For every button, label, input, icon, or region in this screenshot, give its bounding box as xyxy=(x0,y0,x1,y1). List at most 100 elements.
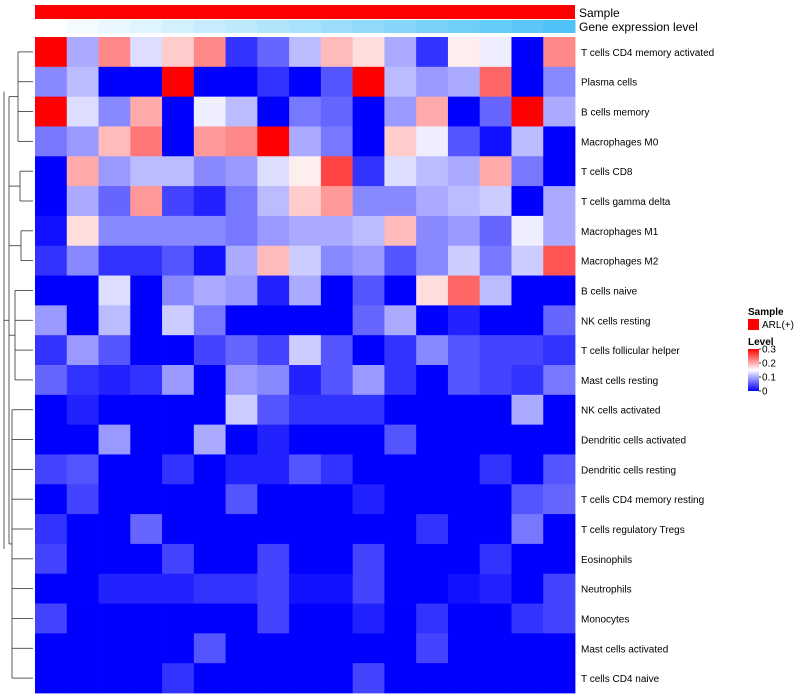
heatmap-cell xyxy=(162,484,195,515)
heatmap-cell xyxy=(384,305,417,336)
heatmap-cell xyxy=(35,394,68,426)
heatmap-cell xyxy=(66,275,99,306)
heatmap-cell xyxy=(193,484,226,515)
heatmap-cell xyxy=(225,573,258,604)
heatmap-cell xyxy=(479,215,512,247)
heatmap-cell xyxy=(162,66,195,98)
heatmap-cell xyxy=(98,275,131,306)
heatmap-cell xyxy=(543,215,576,247)
heatmap-cell xyxy=(543,633,576,664)
heatmap-cell xyxy=(225,66,258,98)
heatmap-cell xyxy=(130,573,163,604)
heatmap-cell xyxy=(543,365,576,396)
heatmap-cell xyxy=(416,424,449,455)
heatmap-cell xyxy=(130,186,163,217)
heatmap-cell xyxy=(162,394,195,426)
heatmap-cell xyxy=(193,633,226,664)
heatmap-cell xyxy=(511,514,544,545)
heatmap-cell xyxy=(384,66,417,98)
heatmap-cell xyxy=(416,245,449,276)
heatmap-cell xyxy=(130,484,163,515)
legend-level-colorbar xyxy=(748,349,759,391)
heatmap-cell xyxy=(193,126,226,157)
heatmap-cell xyxy=(416,454,449,485)
heatmap-cell xyxy=(352,275,385,306)
heatmap-cell xyxy=(130,543,163,575)
heatmap-cell xyxy=(35,663,68,694)
heatmap-cell xyxy=(543,66,576,98)
heatmap-cell xyxy=(479,275,512,306)
heatmap-cell xyxy=(98,603,131,634)
heatmap-cell xyxy=(543,394,576,426)
heatmap-cell xyxy=(479,96,512,127)
row-label: T cells CD4 memory activated xyxy=(581,48,714,59)
heatmap-cell xyxy=(289,514,322,545)
heatmap-cell xyxy=(257,126,290,157)
heatmap-cell xyxy=(225,484,258,515)
heatmap-cell xyxy=(66,633,99,664)
heatmap-cell xyxy=(416,66,449,98)
heatmap-cell xyxy=(447,37,481,68)
heatmap-cell xyxy=(352,156,385,187)
legend-level-tick-label: 0.1 xyxy=(762,373,776,384)
heatmap-cell xyxy=(66,365,99,396)
heatmap-cell xyxy=(98,484,131,515)
heatmap-cell xyxy=(352,37,385,68)
heatmap-cell xyxy=(479,514,512,545)
heatmap-cell xyxy=(66,126,99,157)
heatmap-cell xyxy=(416,573,449,604)
heatmap-cell xyxy=(352,186,385,217)
heatmap-cell xyxy=(320,305,354,336)
heatmap-cell xyxy=(543,543,576,575)
heatmap-cell xyxy=(511,156,544,187)
heatmap-cell xyxy=(479,454,512,485)
heatmap-cell xyxy=(35,305,68,336)
row-label: Monocytes xyxy=(581,614,629,625)
heatmap-cell xyxy=(320,245,354,276)
heatmap-cell xyxy=(352,543,385,575)
heatmap-cell xyxy=(130,514,163,545)
heatmap-cell xyxy=(289,215,322,247)
heatmap-cell xyxy=(257,335,290,366)
heatmap-cell xyxy=(66,37,99,68)
heatmap-cell xyxy=(193,543,226,575)
heatmap-cell xyxy=(35,424,68,455)
heatmap-cell xyxy=(66,305,99,336)
heatmap-cell xyxy=(35,215,68,247)
heatmap-cell xyxy=(225,663,258,694)
legend-level-title: Level xyxy=(748,337,774,348)
heatmap-cell xyxy=(257,663,290,694)
heatmap-cell xyxy=(162,156,195,187)
heatmap-cell xyxy=(352,633,385,664)
heatmap-cell xyxy=(447,245,481,276)
heatmap-cell xyxy=(289,633,322,664)
heatmap-cell xyxy=(257,543,290,575)
heatmap-cell xyxy=(162,603,195,634)
row-label: B cells naive xyxy=(581,286,638,297)
heatmap-cell xyxy=(35,514,68,545)
heatmap-cell xyxy=(35,66,68,98)
legend-sample-title: Sample xyxy=(748,307,784,318)
heatmap-cell xyxy=(66,215,99,247)
heatmap-cell xyxy=(384,603,417,634)
heatmap-cell xyxy=(257,275,290,306)
gene-level-cell xyxy=(66,20,100,33)
heatmap-cell xyxy=(543,186,576,217)
heatmap-cell xyxy=(257,633,290,664)
heatmap-cell xyxy=(479,633,512,664)
heatmap-cell xyxy=(130,156,163,187)
heatmap-cell xyxy=(320,484,354,515)
heatmap-cell xyxy=(193,603,226,634)
heatmap-cell xyxy=(384,454,417,485)
heatmap-cell xyxy=(35,484,68,515)
heatmap-cell xyxy=(447,96,481,127)
heatmap-cell xyxy=(257,37,290,68)
gene-level-cell xyxy=(320,20,354,33)
heatmap-cell xyxy=(35,335,68,366)
heatmap-cell xyxy=(98,215,131,247)
heatmap-cell xyxy=(130,305,163,336)
heatmap-cell xyxy=(320,573,354,604)
heatmap-cell xyxy=(130,126,163,157)
heatmap-cell xyxy=(225,245,258,276)
heatmap-cell xyxy=(35,603,68,634)
